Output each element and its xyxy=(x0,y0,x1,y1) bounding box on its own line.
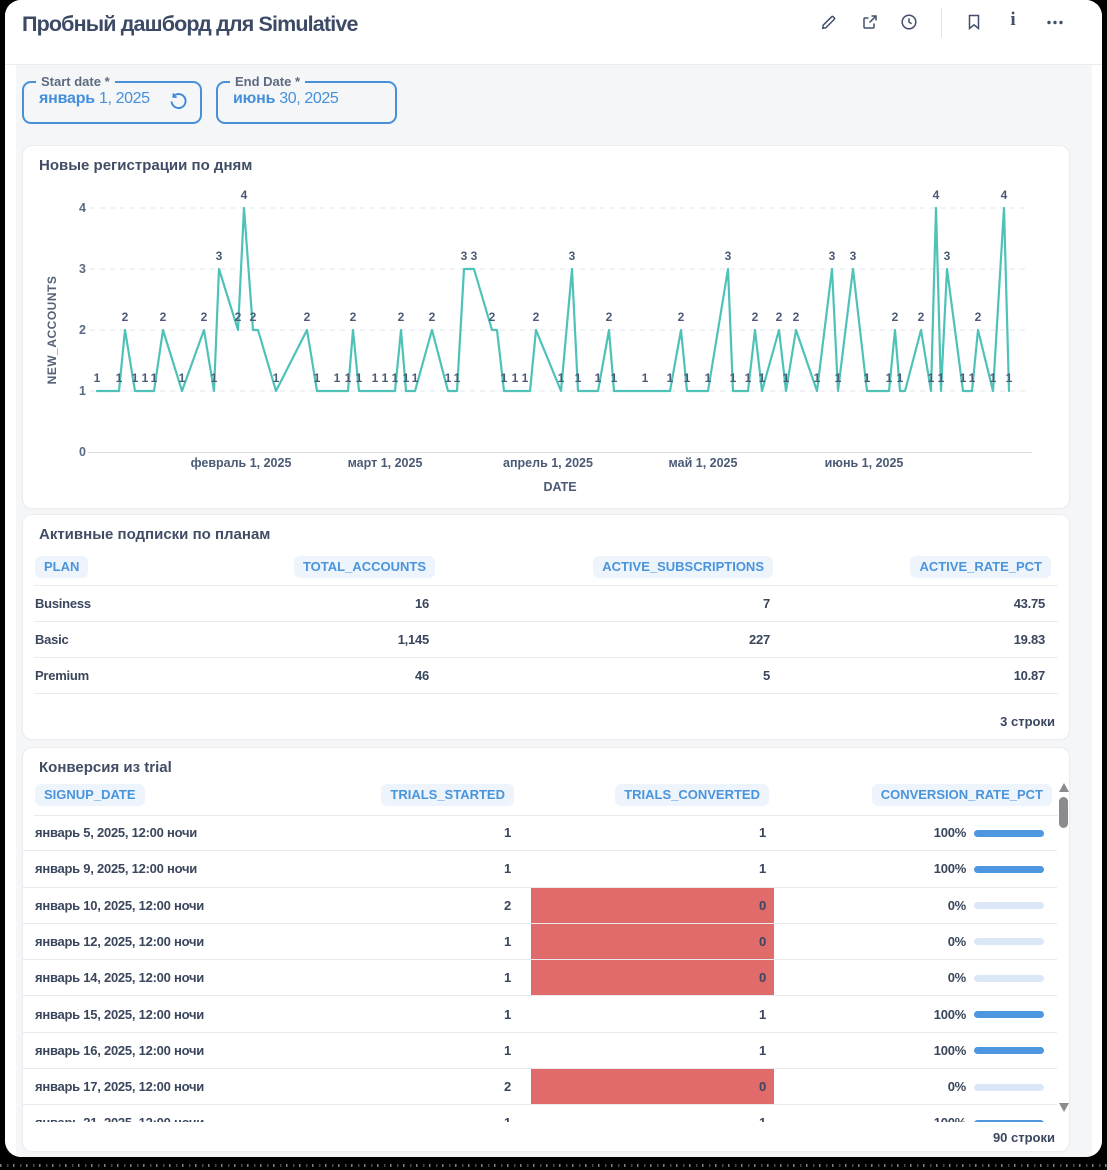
svg-text:1: 1 xyxy=(684,371,691,385)
svg-text:2: 2 xyxy=(752,310,759,324)
svg-text:1: 1 xyxy=(759,371,766,385)
svg-text:4: 4 xyxy=(1001,188,1008,202)
svg-text:1: 1 xyxy=(372,371,379,385)
svg-text:1: 1 xyxy=(886,371,893,385)
svg-text:2: 2 xyxy=(429,310,436,324)
svg-text:2: 2 xyxy=(122,310,129,324)
svg-text:3: 3 xyxy=(725,249,732,263)
svg-text:4: 4 xyxy=(933,188,940,202)
svg-text:2: 2 xyxy=(918,310,925,324)
svg-text:4: 4 xyxy=(79,201,86,215)
svg-text:1: 1 xyxy=(745,371,752,385)
svg-text:3: 3 xyxy=(829,249,836,263)
svg-text:1: 1 xyxy=(611,371,618,385)
svg-text:1: 1 xyxy=(864,371,871,385)
svg-text:1: 1 xyxy=(730,371,737,385)
svg-text:2: 2 xyxy=(304,310,311,324)
svg-text:2: 2 xyxy=(892,310,899,324)
svg-text:1: 1 xyxy=(454,371,461,385)
svg-text:3: 3 xyxy=(569,249,576,263)
svg-text:1: 1 xyxy=(522,371,529,385)
svg-text:1: 1 xyxy=(595,371,602,385)
svg-text:2: 2 xyxy=(250,310,257,324)
svg-text:март 1, 2025: март 1, 2025 xyxy=(348,456,423,470)
svg-text:1: 1 xyxy=(642,371,649,385)
svg-text:4: 4 xyxy=(241,188,248,202)
svg-text:1: 1 xyxy=(575,371,582,385)
svg-text:2: 2 xyxy=(235,310,242,324)
svg-text:1: 1 xyxy=(897,371,904,385)
svg-text:1: 1 xyxy=(969,371,976,385)
svg-text:1: 1 xyxy=(1006,371,1013,385)
svg-text:1: 1 xyxy=(116,371,123,385)
svg-text:1: 1 xyxy=(142,371,149,385)
svg-text:2: 2 xyxy=(201,310,208,324)
svg-text:1: 1 xyxy=(705,371,712,385)
svg-text:1: 1 xyxy=(835,371,842,385)
svg-text:3: 3 xyxy=(471,249,478,263)
svg-text:2: 2 xyxy=(606,310,613,324)
svg-text:1: 1 xyxy=(151,371,158,385)
svg-text:3: 3 xyxy=(944,249,951,263)
svg-text:2: 2 xyxy=(533,310,540,324)
svg-text:2: 2 xyxy=(79,323,86,337)
svg-text:1: 1 xyxy=(412,371,419,385)
svg-text:1: 1 xyxy=(501,371,508,385)
svg-text:1: 1 xyxy=(79,384,86,398)
svg-text:июнь 1, 2025: июнь 1, 2025 xyxy=(825,456,904,470)
svg-text:1: 1 xyxy=(345,371,352,385)
svg-text:3: 3 xyxy=(850,249,857,263)
svg-text:1: 1 xyxy=(392,371,399,385)
svg-text:2: 2 xyxy=(489,310,496,324)
svg-text:2: 2 xyxy=(678,310,685,324)
svg-text:2: 2 xyxy=(776,310,783,324)
svg-text:3: 3 xyxy=(79,262,86,276)
svg-text:3: 3 xyxy=(216,249,223,263)
svg-text:DATE: DATE xyxy=(543,480,576,494)
svg-text:2: 2 xyxy=(350,310,357,324)
svg-text:апрель 1, 2025: апрель 1, 2025 xyxy=(503,456,593,470)
svg-text:1: 1 xyxy=(512,371,519,385)
svg-text:1: 1 xyxy=(960,371,967,385)
svg-text:2: 2 xyxy=(975,310,982,324)
svg-text:1: 1 xyxy=(783,371,790,385)
svg-text:1: 1 xyxy=(558,371,565,385)
svg-text:0: 0 xyxy=(79,445,86,459)
svg-text:1: 1 xyxy=(928,371,935,385)
svg-text:1: 1 xyxy=(382,371,389,385)
svg-text:1: 1 xyxy=(273,371,280,385)
svg-text:1: 1 xyxy=(938,371,945,385)
svg-text:1: 1 xyxy=(445,371,452,385)
svg-text:2: 2 xyxy=(398,310,405,324)
svg-text:1: 1 xyxy=(314,371,321,385)
svg-text:1: 1 xyxy=(334,371,341,385)
svg-text:2: 2 xyxy=(793,310,800,324)
svg-text:1: 1 xyxy=(990,371,997,385)
svg-text:1: 1 xyxy=(132,371,139,385)
svg-text:1: 1 xyxy=(814,371,821,385)
svg-text:февраль 1, 2025: февраль 1, 2025 xyxy=(191,456,292,470)
svg-text:май 1, 2025: май 1, 2025 xyxy=(669,456,738,470)
svg-text:3: 3 xyxy=(461,249,468,263)
svg-text:2: 2 xyxy=(160,310,167,324)
svg-text:1: 1 xyxy=(403,371,410,385)
svg-text:1: 1 xyxy=(94,371,101,385)
svg-text:1: 1 xyxy=(356,371,363,385)
svg-text:1: 1 xyxy=(179,371,186,385)
svg-text:NEW_ACCOUNTS: NEW_ACCOUNTS xyxy=(45,276,59,385)
svg-text:1: 1 xyxy=(211,371,218,385)
svg-text:1: 1 xyxy=(667,371,674,385)
